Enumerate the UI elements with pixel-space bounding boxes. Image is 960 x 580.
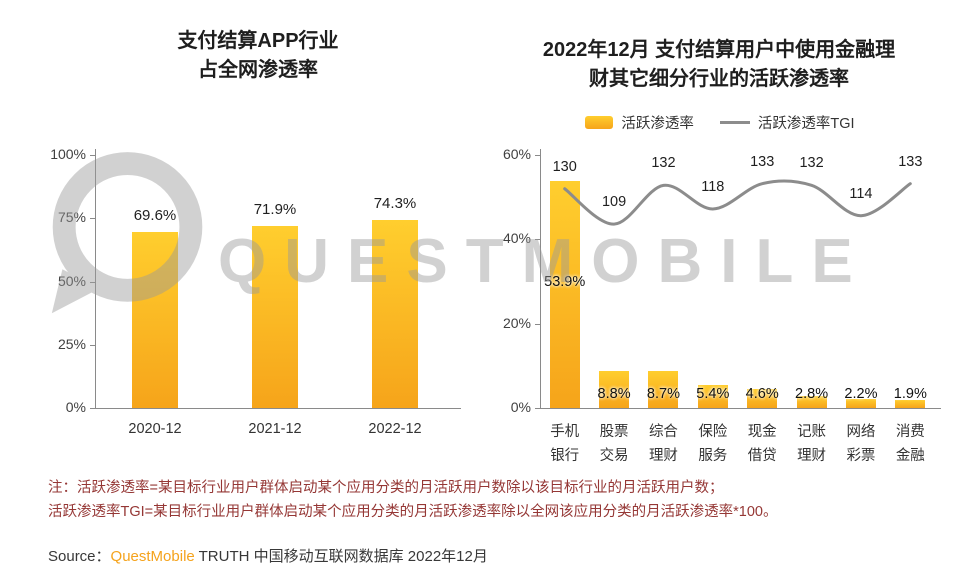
- penetration-bar: [372, 220, 418, 408]
- bar-value-label: 2.8%: [795, 386, 829, 402]
- penetration-bar: [796, 396, 827, 408]
- penetration-bar: [132, 231, 178, 408]
- y-axis-line: [540, 149, 541, 408]
- penetration-bar: [697, 385, 728, 408]
- penetration-bar: [549, 180, 580, 408]
- right-chart-legend: 活跃渗透率 活跃渗透率TGI: [490, 112, 950, 133]
- x-category-label: 2022-12: [368, 421, 422, 437]
- left-chart-title: 支付结算APP行业 占全网渗透率: [48, 27, 468, 85]
- footnote-line2: 活跃渗透率TGI=某目标行业用户群体启动某个应用分类的月活跃渗透率除以全网该应用…: [48, 503, 778, 520]
- x-category-label: 股票 交易: [599, 424, 629, 464]
- x-category-label: 2020-12: [128, 421, 182, 437]
- y-tick-label: 0%: [510, 399, 531, 415]
- y-tick-label: 20%: [502, 314, 531, 331]
- tgi-value-label: 133: [898, 153, 923, 170]
- penetration-bar: [648, 371, 679, 408]
- source-line: Source：QuestMobile TRUTH 中国移动互联网数据库 2022…: [48, 545, 488, 566]
- x-category-label: 手机 银行: [550, 424, 580, 464]
- penetration-bar: [599, 370, 630, 408]
- x-axis-line: [540, 408, 941, 409]
- penetration-bar: [845, 398, 876, 408]
- right-chart-plot: 0% 20% 40% 60% 53.9% 手机 银行 8.8% 股票 交易 8.7% 综合 理财 5…: [490, 140, 950, 480]
- bar-value-label: 2.2%: [844, 386, 878, 402]
- right-chart-title-line2: 财其它细分行业的活跃渗透率: [589, 68, 849, 90]
- tgi-value-label: 118: [701, 178, 725, 195]
- legend-bar-label: 活跃渗透率: [621, 116, 694, 132]
- bar-value-label: 8.8%: [597, 386, 631, 402]
- x-category-label: 消费 金融: [895, 424, 925, 464]
- x-category-label: 现金 借贷: [747, 424, 777, 464]
- y-axis-tick: [535, 155, 540, 156]
- source-suffix: TRUTH 中国移动互联网数据库 2022年12月: [194, 548, 488, 565]
- y-axis-tick: [535, 323, 540, 325]
- legend-item-tgi: 活跃渗透率TGI: [719, 112, 855, 133]
- tgi-value-label: 132: [799, 155, 824, 172]
- x-category-label: 2021-12: [248, 421, 302, 437]
- right-chart-title-line1: 2022年12月 支付结算用户中使用金融理: [542, 39, 896, 61]
- y-tick-label: 0%: [65, 399, 86, 415]
- bar-value-label: 4.6%: [745, 386, 779, 402]
- penetration-bar: [747, 388, 778, 408]
- x-category-label: 记账 理财: [797, 424, 827, 464]
- y-axis-tick: [90, 218, 95, 220]
- legend-item-active-penetration: 活跃渗透率: [585, 112, 694, 133]
- y-tick-label: 100%: [50, 146, 86, 162]
- penetration-bar: [252, 226, 298, 408]
- y-axis-tick: [90, 281, 95, 283]
- bar-value-label: 53.9%: [544, 273, 586, 290]
- legend-bar-swatch-icon: [585, 116, 614, 129]
- source-brand: QuestMobile: [110, 548, 195, 565]
- left-chart-plot: 0% 25% 50% 75% 100% 69.6% 2020-12 71.9% 2021-12 7…: [48, 140, 468, 480]
- bar-value-label: 5.4%: [696, 386, 730, 402]
- y-tick-label: 25%: [57, 335, 86, 352]
- legend-line-swatch-icon: [719, 121, 750, 124]
- bar-value-label: 71.9%: [253, 201, 297, 219]
- y-axis-tick: [90, 408, 95, 409]
- tgi-value-label: 132: [651, 155, 676, 172]
- right-chart-title: 2022年12月 支付结算用户中使用金融理 财其它细分行业的活跃渗透率: [488, 36, 950, 94]
- y-axis-line: [95, 149, 96, 408]
- y-axis-tick: [535, 239, 540, 241]
- tgi-value-label: 133: [750, 153, 775, 170]
- bar-value-label: 74.3%: [373, 195, 417, 213]
- bar-value-label: 8.7%: [646, 386, 680, 402]
- left-chart-title-line2: 占全网渗透率: [198, 59, 318, 81]
- y-axis-tick: [90, 344, 95, 346]
- x-category-label: 保险 服务: [698, 424, 728, 464]
- y-tick-label: 60%: [502, 146, 531, 162]
- footnote-line1: 注：活跃渗透率=某目标行业用户群体启动某个应用分类的月活跃用户数除以该目标行业的…: [48, 480, 724, 496]
- y-tick-label: 40%: [502, 230, 531, 247]
- y-tick-label: 50%: [57, 272, 86, 289]
- footnotes: 注：活跃渗透率=某目标行业用户群体启动某个应用分类的月活跃用户数除以该目标行业的…: [48, 477, 940, 524]
- y-tick-label: 75%: [57, 209, 86, 226]
- x-category-label: 综合 理财: [648, 424, 678, 464]
- penetration-bar: [895, 399, 926, 408]
- x-axis-line: [95, 408, 461, 409]
- y-axis-tick: [535, 408, 540, 409]
- left-chart-title-line1: 支付结算APP行业: [177, 30, 339, 52]
- source-prefix: Source：: [48, 548, 111, 565]
- tgi-value-label: 130: [552, 158, 577, 175]
- x-category-label: 网络 彩票: [846, 424, 876, 464]
- bar-value-label: 1.9%: [893, 386, 927, 402]
- legend-line-label: 活跃渗透率TGI: [757, 116, 855, 132]
- tgi-value-label: 109: [601, 194, 627, 211]
- bar-value-label: 69.6%: [133, 206, 177, 224]
- y-axis-tick: [90, 155, 95, 156]
- tgi-value-label: 114: [849, 185, 873, 202]
